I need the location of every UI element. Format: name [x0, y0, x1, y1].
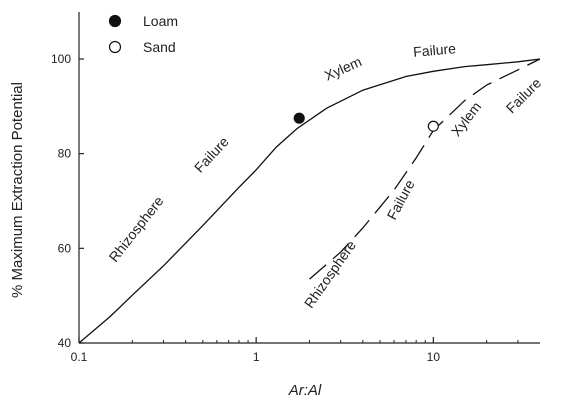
- legend: Loam Sand: [108, 13, 178, 55]
- ticks: [78, 58, 519, 344]
- x-tick-label: 10: [427, 350, 441, 364]
- legend-label-loam: Loam: [143, 13, 178, 29]
- x-tick-label: 1: [253, 350, 260, 364]
- x-axis-title: Ar:Al: [288, 382, 322, 399]
- annotation-loam-rhizosphere-failure: Failure: [191, 133, 232, 175]
- y-tick-label: 60: [58, 241, 72, 255]
- annotation-loam-xylem-failure: Failure: [413, 40, 457, 60]
- annotation-sand-rhizosphere: Rhizosphere: [301, 237, 359, 311]
- y-tick-label: 100: [51, 52, 71, 66]
- x-tick-label: 0.1: [71, 350, 88, 364]
- legend-label-sand: Sand: [143, 39, 176, 55]
- series-line-loam: [78, 58, 541, 344]
- data-point-sand: [427, 120, 439, 132]
- annotation-loam-rhizosphere: Rhizosphere: [106, 193, 167, 265]
- annotation-loam-xylem: Xylem: [322, 53, 364, 83]
- points-layer: [293, 112, 439, 132]
- annotation-sand-xylem: Xylem: [448, 99, 485, 140]
- legend-marker-sand: [108, 40, 122, 54]
- annotation-sand-xylem-failure: Failure: [503, 75, 545, 117]
- legend-marker-loam: [108, 14, 122, 28]
- series-line-sand: [309, 58, 541, 280]
- annotations: Rhizosphere Failure Xylem Failure Rhizos…: [106, 40, 545, 311]
- series-layer: [78, 58, 541, 344]
- y-axis-title: % Maximum Extraction Potential: [9, 82, 26, 298]
- tick-labels: 40 60 80 100 0.1 1 10: [51, 52, 440, 364]
- annotation-sand-rhizosphere-failure: Failure: [383, 177, 417, 222]
- data-point-loam: [293, 112, 305, 124]
- y-tick-label: 40: [58, 336, 72, 350]
- y-tick-label: 80: [58, 147, 72, 161]
